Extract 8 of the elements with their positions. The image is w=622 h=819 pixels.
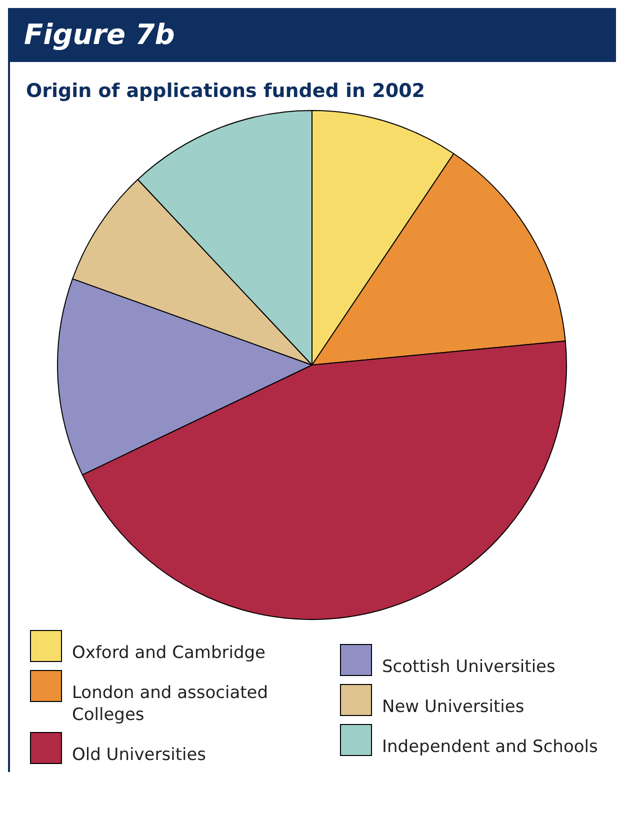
chart-title: Figure 7b	[10, 8, 616, 62]
legend-label: New Universities	[382, 696, 524, 718]
legend-label: Independent and Schools	[382, 736, 598, 758]
legend-label: London and associated Colleges	[72, 682, 270, 726]
legend-label: Old Universities	[72, 744, 206, 766]
legend-label: Scottish Universities	[382, 656, 556, 678]
legend-label: Oxford and Cambridge	[72, 642, 266, 664]
chart-subtitle: Origin of applications funded in 2002	[25, 79, 426, 104]
